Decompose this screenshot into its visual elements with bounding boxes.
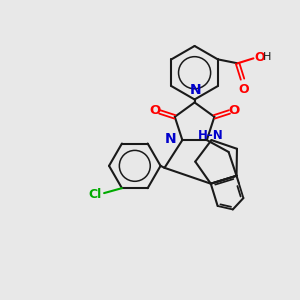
Text: H–N: H–N bbox=[198, 129, 224, 142]
Text: O: O bbox=[254, 51, 265, 64]
Text: N: N bbox=[190, 83, 201, 98]
Text: Cl: Cl bbox=[89, 188, 102, 201]
Text: H: H bbox=[263, 52, 272, 62]
Text: O: O bbox=[238, 83, 249, 96]
Text: N: N bbox=[165, 132, 176, 146]
Text: O: O bbox=[149, 104, 161, 117]
Text: O: O bbox=[229, 104, 240, 117]
